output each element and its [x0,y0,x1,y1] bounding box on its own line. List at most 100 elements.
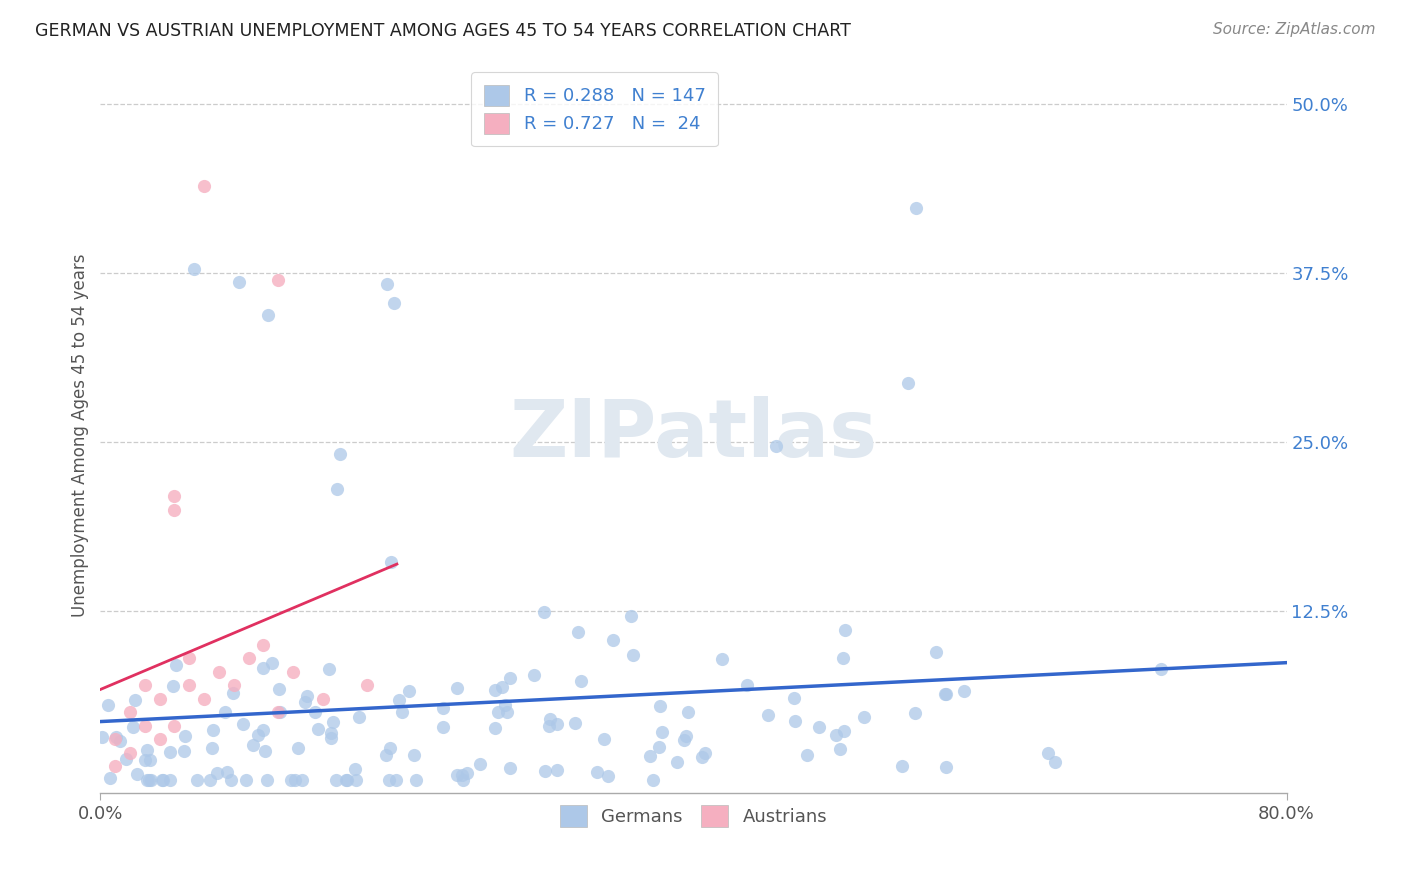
Point [402,748,425,763]
Point [638,748,661,763]
Point [134,753,156,767]
Point [391,705,413,719]
Point [108,734,131,748]
Point [257,308,280,322]
Point [235,772,257,787]
Point [904,201,927,215]
Point [252,661,274,675]
Point [891,759,914,773]
Point [163,502,186,516]
Point [134,678,156,692]
Point [831,650,853,665]
Point [484,682,506,697]
Point [935,688,957,702]
Point [267,706,290,720]
Point [329,447,352,461]
Point [432,720,454,734]
Point [380,555,402,569]
Point [533,605,555,619]
Text: Source: ZipAtlas.com: Source: ZipAtlas.com [1212,22,1375,37]
Point [934,687,956,701]
Point [834,723,856,738]
Point [202,723,225,738]
Point [104,759,127,773]
Point [267,273,290,287]
Point [183,261,205,276]
Point [238,651,260,665]
Point [179,651,201,665]
Point [200,740,222,755]
Point [596,769,619,783]
Point [651,725,673,739]
Point [451,768,474,782]
Point [648,699,671,714]
Point [219,772,242,787]
Point [375,277,398,291]
Point [267,681,290,696]
Point [672,733,695,747]
Point [91,731,114,745]
Point [432,701,454,715]
Point [173,743,195,757]
Point [484,721,506,735]
Point [115,752,138,766]
Point [312,691,335,706]
Point [232,717,254,731]
Point [304,705,326,719]
Point [152,772,174,787]
Point [222,678,245,692]
Point [522,668,544,682]
Point [186,772,208,787]
Point [165,658,187,673]
Point [593,731,616,746]
Point [193,691,215,706]
Point [690,750,713,764]
Point [97,698,120,712]
Point [335,772,357,787]
Point [935,759,957,773]
Point [149,691,172,706]
Point [537,719,560,733]
Point [135,743,157,757]
Point [162,679,184,693]
Point [494,698,516,712]
Point [564,716,586,731]
Point [783,714,806,728]
Point [193,178,215,193]
Point [665,756,688,770]
Point [214,705,236,719]
Point [322,715,344,730]
Point [198,772,221,787]
Point [538,712,561,726]
Point [174,729,197,743]
Point [710,651,733,665]
Point [602,632,624,647]
Point [104,732,127,747]
Point [138,772,160,787]
Point [735,678,758,692]
Point [641,772,664,787]
Point [150,772,173,787]
Point [388,692,411,706]
Point [695,746,717,760]
Point [118,746,141,760]
Point [246,728,269,742]
Point [134,719,156,733]
Point [159,772,181,787]
Point [163,489,186,503]
Text: ZIPatlas: ZIPatlas [509,396,877,475]
Point [925,645,948,659]
Point [242,738,264,752]
Point [380,741,402,756]
Point [405,772,427,787]
Point [852,709,875,723]
Point [808,720,831,734]
Point [319,725,342,739]
Point [321,731,343,746]
Point [281,665,304,679]
Point [256,772,278,787]
Point [828,741,851,756]
Point [375,747,398,762]
Point [1149,662,1171,676]
Point [897,376,920,391]
